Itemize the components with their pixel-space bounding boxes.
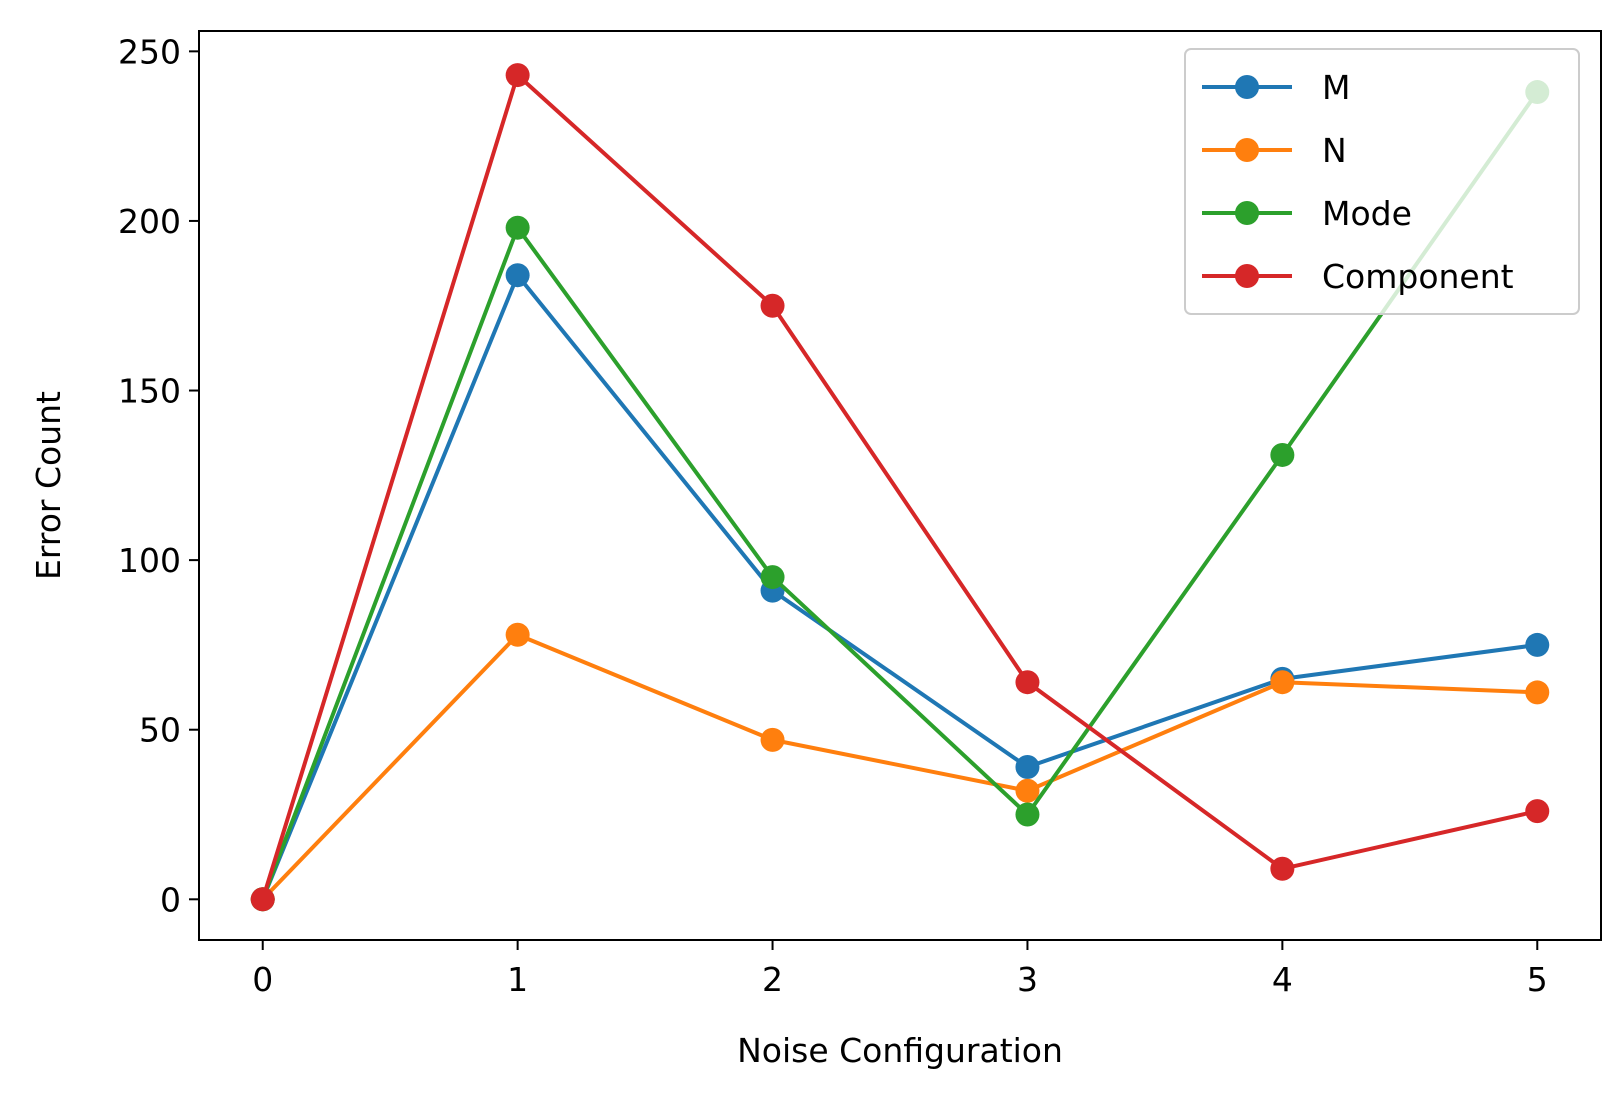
data-point (1015, 802, 1040, 827)
y-tick-label: 0 (160, 880, 181, 919)
x-tick-label: 0 (252, 960, 273, 999)
y-axis-label: Error Count (29, 391, 68, 580)
x-tick-label: 1 (507, 960, 528, 999)
data-point (1015, 778, 1040, 803)
data-point (505, 63, 530, 88)
data-point (505, 622, 530, 647)
x-axis-label: Noise Configuration (737, 1031, 1063, 1070)
plot-frame (198, 30, 1602, 941)
data-point (760, 293, 785, 318)
y-axis-ticks: 0 50 100 150 200 250 (118, 32, 199, 919)
legend-label: N (1322, 131, 1347, 170)
legend-item: Mode (1202, 194, 1412, 233)
data-point (1525, 680, 1550, 705)
series-n (250, 622, 1550, 912)
data-point (1015, 755, 1040, 780)
data-point (1270, 442, 1295, 467)
legend-item: N (1202, 131, 1347, 170)
legend-swatch-marker (1235, 264, 1259, 288)
series-line (260, 90, 1540, 902)
data-point (760, 727, 785, 752)
y-tick-label: 100 (118, 541, 181, 580)
data-point (250, 887, 275, 912)
data-point (760, 565, 785, 590)
data-point (1270, 856, 1295, 881)
data-point (1270, 670, 1295, 695)
data-point (1015, 670, 1040, 695)
data-point (1525, 799, 1550, 824)
x-axis-ticks: 0 1 2 3 4 5 (252, 940, 1548, 999)
y-tick-label: 50 (139, 711, 181, 750)
series-line (260, 273, 1540, 902)
data-point (1525, 632, 1550, 657)
legend-swatch-marker (1235, 201, 1259, 225)
y-tick-label: 200 (118, 202, 181, 241)
series-line (260, 632, 1540, 902)
x-tick-label: 3 (1017, 960, 1038, 999)
legend-label: Mode (1322, 194, 1412, 233)
legend-item: M (1202, 68, 1350, 107)
legend-label: Component (1322, 257, 1514, 296)
x-tick-label: 4 (1272, 960, 1293, 999)
legend: MN Mode Component (1184, 48, 1580, 315)
data-point (505, 263, 530, 288)
legend-swatch-marker (1235, 75, 1259, 99)
y-tick-label: 250 (118, 32, 181, 71)
legend-swatch-marker (1235, 138, 1259, 162)
series-component (250, 63, 1550, 912)
data-point (505, 215, 530, 240)
x-tick-label: 5 (1527, 960, 1548, 999)
x-tick-label: 2 (762, 960, 783, 999)
series-line (260, 73, 1540, 902)
y-tick-label: 150 (118, 372, 181, 411)
legend-item: Component (1202, 257, 1514, 296)
legend-box (1184, 48, 1580, 315)
legend-label: M (1322, 68, 1350, 107)
